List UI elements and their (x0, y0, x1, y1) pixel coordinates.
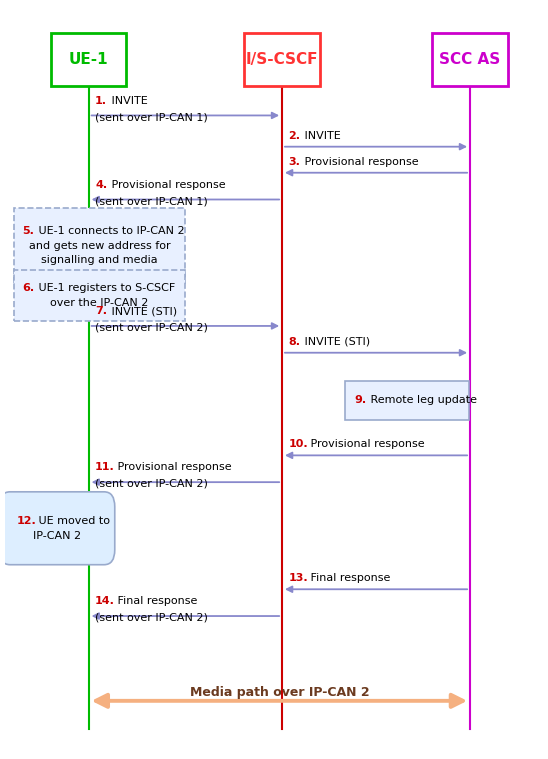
FancyBboxPatch shape (51, 33, 126, 87)
Text: (sent over IP-CAN 2): (sent over IP-CAN 2) (95, 479, 208, 489)
Text: signalling and media: signalling and media (41, 256, 158, 266)
Text: (sent over IP-CAN 2): (sent over IP-CAN 2) (95, 613, 208, 622)
Text: 14.: 14. (95, 597, 115, 606)
Text: INVITE (STI): INVITE (STI) (107, 307, 176, 317)
FancyBboxPatch shape (14, 270, 185, 321)
Text: 4.: 4. (95, 180, 107, 190)
Text: SCC AS: SCC AS (439, 52, 501, 67)
Text: INVITE: INVITE (301, 131, 341, 140)
Text: 6.: 6. (22, 283, 35, 293)
Text: 2.: 2. (288, 131, 300, 140)
Text: IP-CAN 2: IP-CAN 2 (33, 531, 81, 540)
Text: UE-1: UE-1 (69, 52, 109, 67)
Text: UE-1 registers to S-CSCF: UE-1 registers to S-CSCF (35, 283, 175, 293)
Text: 11.: 11. (95, 462, 115, 472)
Text: Provisional response: Provisional response (107, 180, 225, 190)
Text: Provisional response: Provisional response (307, 439, 425, 449)
Text: 1.: 1. (95, 96, 107, 106)
Text: Media path over IP-CAN 2: Media path over IP-CAN 2 (190, 685, 369, 698)
Text: 13.: 13. (288, 573, 308, 584)
Text: over the IP-CAN 2: over the IP-CAN 2 (50, 298, 149, 308)
Text: Provisional response: Provisional response (301, 157, 419, 167)
Text: (sent over IP-CAN 1): (sent over IP-CAN 1) (95, 112, 208, 122)
FancyBboxPatch shape (244, 33, 319, 87)
Text: (sent over IP-CAN 1): (sent over IP-CAN 1) (95, 196, 208, 206)
Text: 9.: 9. (355, 395, 367, 405)
Text: 7.: 7. (95, 307, 107, 317)
Text: 12.: 12. (16, 516, 36, 526)
Text: Final response: Final response (113, 597, 197, 606)
Text: (sent over IP-CAN 2): (sent over IP-CAN 2) (95, 323, 208, 332)
Text: UE moved to: UE moved to (35, 516, 110, 526)
FancyBboxPatch shape (432, 33, 507, 87)
Text: UE-1 connects to IP-CAN 2: UE-1 connects to IP-CAN 2 (35, 225, 185, 236)
Text: 5.: 5. (22, 225, 35, 236)
FancyBboxPatch shape (0, 492, 115, 565)
Text: 3.: 3. (288, 157, 300, 167)
Text: INVITE (STI): INVITE (STI) (301, 337, 370, 347)
FancyBboxPatch shape (14, 209, 185, 283)
Text: 8.: 8. (288, 337, 300, 347)
Text: 10.: 10. (288, 439, 308, 449)
Text: Final response: Final response (307, 573, 390, 584)
Text: Provisional response: Provisional response (113, 462, 231, 472)
Text: I/S-CSCF: I/S-CSCF (246, 52, 318, 67)
Text: and gets new address for: and gets new address for (28, 241, 170, 250)
FancyBboxPatch shape (345, 381, 469, 420)
Text: INVITE: INVITE (107, 96, 147, 106)
Text: Remote leg update: Remote leg update (367, 395, 477, 405)
